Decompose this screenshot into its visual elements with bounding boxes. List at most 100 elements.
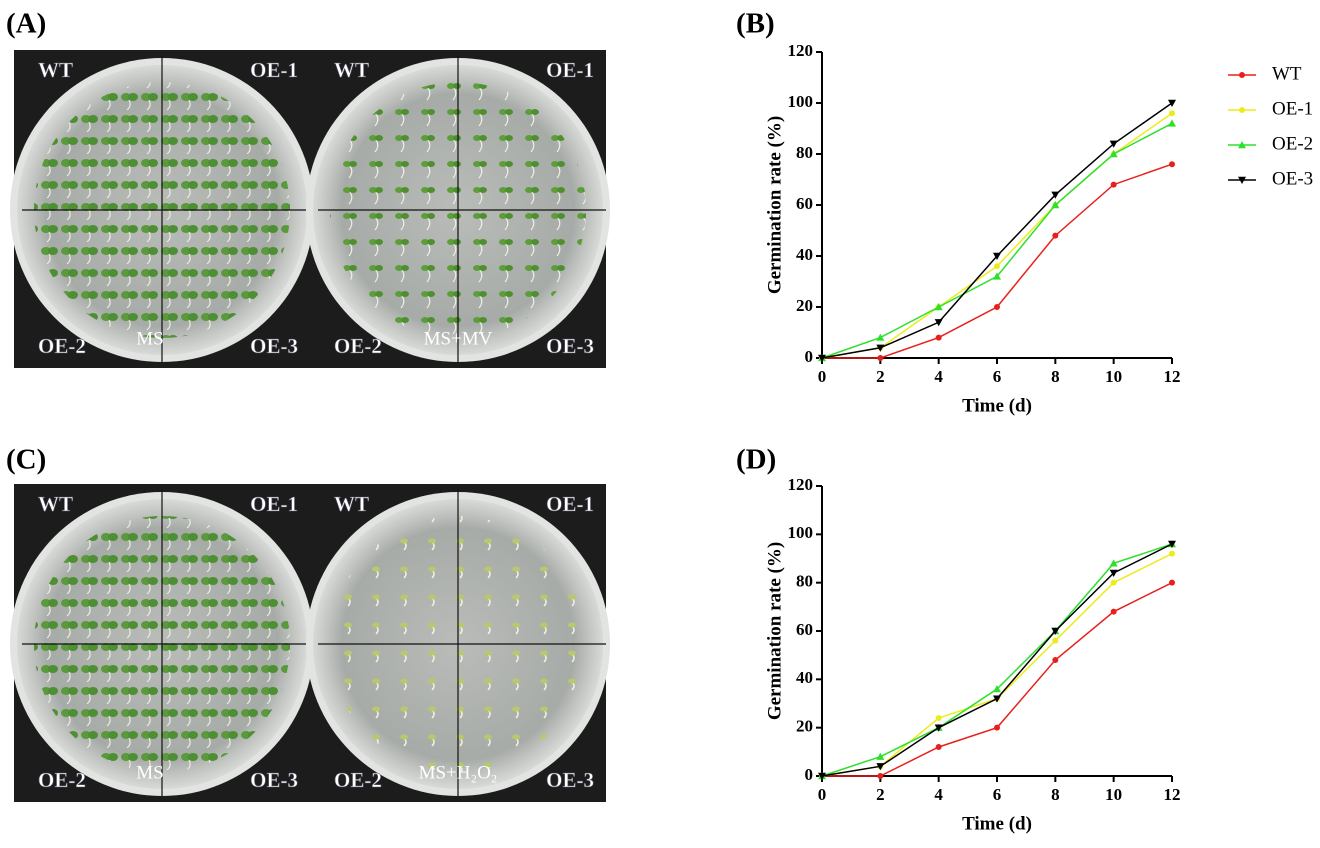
- line: [821, 122, 1173, 359]
- y-tick-label: 20: [796, 296, 813, 315]
- quadrant-label: OE-3: [250, 334, 298, 358]
- marker: [935, 334, 942, 341]
- y-axis-label: Germination rate (%): [764, 542, 785, 720]
- series: [819, 579, 1175, 779]
- legend-label: OE-1: [1272, 98, 1313, 119]
- panel-label: (C): [6, 444, 46, 476]
- x-tick-label: 8: [1051, 367, 1060, 386]
- marker: [934, 319, 943, 327]
- y-tick-label: 40: [796, 668, 813, 687]
- marker: [934, 303, 943, 311]
- series: [819, 161, 1175, 361]
- panel-label: (D): [736, 444, 776, 476]
- series: [818, 119, 1176, 362]
- quadrant-label: OE-2: [38, 334, 86, 358]
- x-tick-label: 6: [993, 367, 1002, 386]
- marker: [993, 272, 1001, 280]
- line: [821, 552, 1173, 777]
- marker: [1169, 550, 1175, 557]
- line: [821, 102, 1173, 359]
- x-tick-label: 0: [818, 367, 827, 386]
- x-tick-label: 4: [934, 367, 943, 386]
- x-tick-label: 0: [818, 785, 827, 804]
- marker: [877, 355, 884, 361]
- marker: [1052, 657, 1059, 663]
- marker: [1051, 201, 1060, 209]
- quadrant-label: OE-3: [546, 334, 594, 358]
- marker: [1051, 627, 1060, 635]
- legend-label: OE-2: [1272, 133, 1313, 154]
- marker: [1169, 579, 1175, 586]
- marker: [935, 744, 942, 750]
- marker: [1168, 119, 1176, 127]
- marker: [1051, 191, 1060, 199]
- quadrant-label: OE-3: [546, 768, 594, 792]
- y-tick-label: 80: [796, 572, 813, 591]
- x-tick-label: 12: [1164, 367, 1181, 386]
- marker: [994, 263, 1000, 270]
- marker: [1109, 569, 1118, 577]
- quadrant-label: OE-1: [250, 492, 298, 516]
- marker: [1238, 141, 1246, 149]
- y-tick-label: 120: [788, 41, 814, 60]
- panel-label: (B): [736, 8, 775, 40]
- y-tick-label: 0: [805, 347, 814, 366]
- x-tick-label: 12: [1164, 785, 1181, 804]
- quadrant-label: WT: [334, 492, 369, 516]
- legend-label: OE-3: [1272, 168, 1313, 189]
- marker: [1110, 181, 1117, 188]
- legend-label: WT: [1272, 63, 1302, 84]
- x-axis-label: Time (d): [962, 395, 1032, 416]
- marker: [1239, 107, 1245, 113]
- quadrant-label: OE-2: [38, 768, 86, 792]
- y-tick-label: 60: [796, 194, 813, 213]
- quadrant-label: OE-1: [250, 58, 298, 82]
- quadrant-label: OE-2: [334, 334, 382, 358]
- marker: [1169, 110, 1175, 117]
- marker: [1052, 232, 1059, 239]
- quadrant-label: OE-1: [546, 58, 594, 82]
- marker: [994, 304, 1000, 310]
- x-axis-label: Time (d): [962, 813, 1032, 834]
- quadrant-label: OE-2: [334, 768, 382, 792]
- medium-label: MS+MV: [424, 328, 493, 349]
- x-tick-label: 10: [1105, 785, 1122, 804]
- x-tick-label: 6: [993, 785, 1002, 804]
- x-tick-label: 2: [876, 367, 885, 386]
- marker: [1168, 540, 1176, 548]
- marker: [994, 724, 1000, 731]
- marker: [1238, 176, 1246, 184]
- marker: [935, 715, 942, 721]
- y-tick-label: 120: [788, 475, 814, 494]
- y-tick-label: 40: [796, 245, 813, 264]
- x-tick-label: 4: [934, 785, 943, 804]
- marker: [1110, 579, 1117, 586]
- y-tick-label: 80: [796, 143, 813, 162]
- marker: [993, 695, 1001, 703]
- series: [819, 550, 1175, 779]
- marker: [818, 772, 826, 780]
- y-tick-label: 100: [788, 92, 814, 111]
- quadrant-label: OE-1: [546, 492, 594, 516]
- quadrant-label: WT: [38, 58, 73, 82]
- line: [821, 543, 1173, 777]
- y-tick-label: 100: [788, 523, 814, 542]
- medium-label: MS: [136, 328, 163, 349]
- marker: [876, 752, 885, 760]
- marker: [993, 685, 1001, 693]
- marker: [876, 763, 885, 771]
- marker: [876, 344, 885, 352]
- y-tick-label: 0: [805, 765, 814, 784]
- line: [822, 163, 1173, 359]
- marker: [876, 333, 885, 341]
- x-tick-label: 10: [1105, 367, 1122, 386]
- marker: [1109, 150, 1118, 158]
- marker: [1169, 161, 1175, 168]
- x-tick-label: 2: [876, 785, 885, 804]
- y-tick-label: 60: [796, 620, 813, 639]
- marker: [934, 724, 943, 732]
- quadrant-label: WT: [38, 492, 73, 516]
- y-axis-label: Germination rate (%): [764, 116, 785, 294]
- marker: [1052, 637, 1059, 644]
- medium-label: MS: [136, 762, 163, 783]
